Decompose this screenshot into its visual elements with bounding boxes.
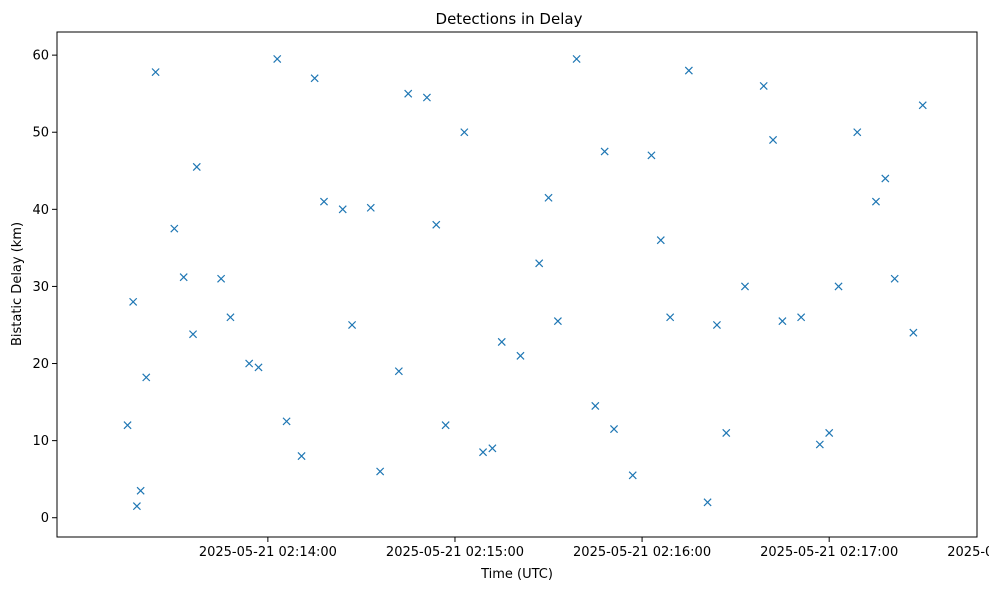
detection-point <box>871 197 880 206</box>
detection-point <box>497 337 506 346</box>
detection-point <box>488 444 497 453</box>
detection-point <box>217 274 226 283</box>
y-tick-label: 20 <box>32 357 49 372</box>
y-tick-label: 60 <box>32 49 49 64</box>
y-tick-label: 40 <box>32 203 49 218</box>
detection-point <box>609 425 619 434</box>
detection-point <box>479 448 488 457</box>
y-tick-label: 50 <box>32 126 49 141</box>
detection-point <box>132 502 141 511</box>
y-tick-label: 10 <box>32 434 49 449</box>
detection-point <box>404 89 413 98</box>
detection-point <box>170 224 179 233</box>
detection-point <box>282 417 291 426</box>
detection-point <box>192 162 201 171</box>
chart-title: Detections in Delay <box>436 10 583 28</box>
detection-point <box>647 151 656 160</box>
detection-point <box>516 351 525 360</box>
x-axis-title: Time (UTC) <box>480 567 553 582</box>
detection-point <box>703 498 712 507</box>
detection-point <box>348 320 357 330</box>
detection-point <box>712 320 721 330</box>
detection-point <box>189 330 198 339</box>
detection-point <box>759 81 768 90</box>
detection-point <box>179 273 188 282</box>
plot-area-frame <box>56 31 978 538</box>
y-axis-title: Bistatic Delay (km) <box>10 222 25 346</box>
detection-point <box>319 197 329 206</box>
detection-point <box>825 428 834 437</box>
detection-point <box>591 401 600 410</box>
detection-point <box>853 128 862 137</box>
x-tick-label: 2025-05-21 02:16:00 <box>573 545 711 560</box>
detection-point <box>535 259 544 268</box>
detection-point <box>297 452 306 461</box>
detection-point <box>544 193 553 202</box>
x-tick-label: 2025-05-21 02:14:00 <box>199 545 337 560</box>
detection-point <box>769 135 778 144</box>
detection-point <box>151 68 160 77</box>
detection-point <box>890 274 899 283</box>
detection-point <box>628 471 637 480</box>
detection-point <box>136 486 145 495</box>
detection-point <box>684 66 693 75</box>
detection-point <box>600 147 609 156</box>
detection-point <box>142 373 151 382</box>
detection-point <box>310 74 319 83</box>
detection-point <box>460 128 469 137</box>
detection-point <box>338 205 347 214</box>
detection-point <box>797 313 806 322</box>
detection-point <box>129 297 138 306</box>
detection-marks <box>123 54 927 511</box>
detection-point <box>909 328 918 337</box>
detection-point <box>815 440 824 449</box>
x-axis-ticks: 2025-05-21 02:14:00 2025-05-21 02:15:00 20… <box>199 537 989 560</box>
x-tick-label: 2025-05-21 02:17:00 <box>760 545 898 560</box>
detection-point <box>422 93 431 102</box>
detection-point <box>666 313 675 322</box>
detection-point <box>273 54 282 64</box>
detection-point <box>881 174 890 183</box>
detection-point <box>740 282 750 291</box>
y-tick-label: 0 <box>41 511 49 526</box>
detection-point <box>918 101 927 110</box>
detection-point <box>245 359 254 368</box>
y-tick-label: 30 <box>32 280 49 295</box>
detection-point <box>553 317 562 326</box>
detection-point <box>366 203 375 212</box>
detection-point <box>226 313 235 322</box>
detection-point <box>572 54 581 64</box>
detection-point <box>394 367 403 376</box>
detection-point <box>254 363 263 372</box>
detection-point <box>722 428 731 437</box>
detection-point <box>441 421 450 430</box>
detection-point <box>778 317 787 326</box>
x-tick-label: 2025-05-21 02:18:00 <box>947 545 989 560</box>
x-tick-label: 2025-05-21 02:15:00 <box>386 545 524 560</box>
detection-point <box>376 467 385 476</box>
detection-point <box>432 220 441 229</box>
detection-point <box>656 236 665 245</box>
detection-point <box>123 421 132 430</box>
y-axis-ticks: 0 10 20 30 40 50 60 <box>32 49 57 526</box>
detection-point <box>834 282 843 291</box>
